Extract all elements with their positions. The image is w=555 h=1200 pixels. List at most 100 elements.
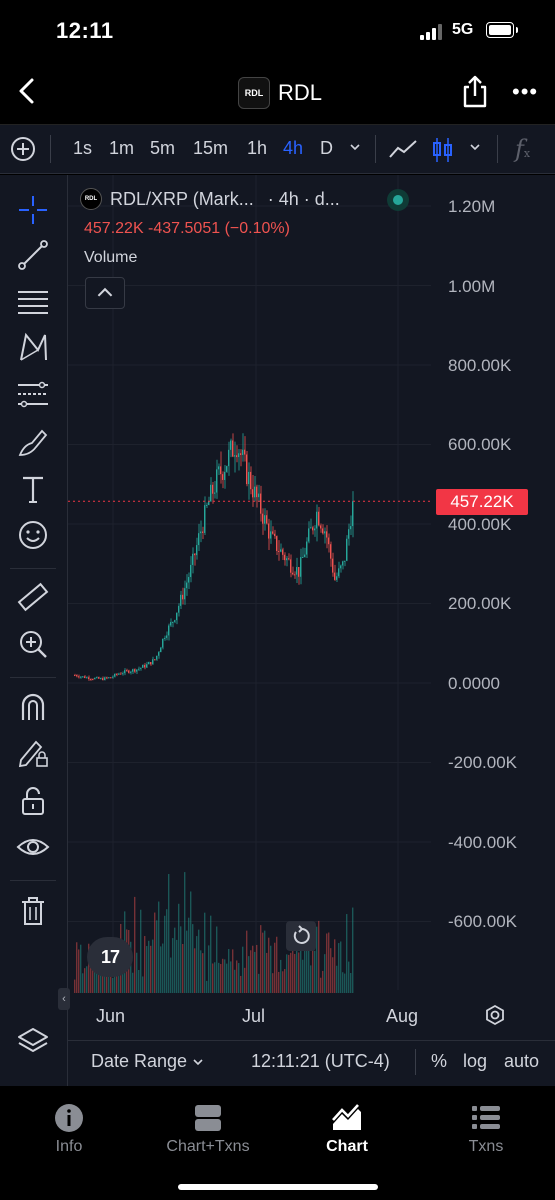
back-icon[interactable] xyxy=(14,76,40,106)
crosshair-icon[interactable] xyxy=(16,193,50,227)
interval-1m[interactable]: 1m xyxy=(109,138,135,158)
candle-body xyxy=(174,620,176,622)
trend-line-icon[interactable] xyxy=(16,238,50,272)
candle-body xyxy=(84,676,86,678)
interval-4h[interactable]: 4h xyxy=(283,138,304,158)
candle-body xyxy=(202,531,204,533)
candle-body xyxy=(224,471,226,480)
ruler-icon[interactable] xyxy=(16,580,50,614)
candle-body xyxy=(274,533,276,537)
candle-body xyxy=(312,527,314,531)
candle-body xyxy=(152,659,154,665)
candle-body xyxy=(298,567,300,577)
volume-bar xyxy=(298,952,300,993)
fib-lines-icon[interactable] xyxy=(16,284,50,318)
symbol-legend[interactable]: RDL RDL/XRP (Mark... · 4h · d... xyxy=(80,188,340,210)
volume-bar xyxy=(266,952,268,993)
chevron-down-icon[interactable] xyxy=(350,142,360,152)
candle-body xyxy=(96,677,98,679)
candles-icon[interactable] xyxy=(432,137,454,163)
candle-body xyxy=(234,455,236,457)
volume-bar xyxy=(250,950,252,993)
tradingview-logo[interactable]: 17 xyxy=(87,937,133,977)
candle-body xyxy=(106,677,108,679)
volume-bar xyxy=(194,948,196,993)
y-axis-label: 1.00M xyxy=(448,277,496,296)
nav-item-chart[interactable]: Chart xyxy=(287,1102,407,1156)
volume-bar xyxy=(294,953,296,993)
text-icon[interactable] xyxy=(16,472,50,506)
volume-bar xyxy=(270,945,272,993)
volume-label[interactable]: Volume xyxy=(84,249,138,266)
candle-body xyxy=(248,471,250,485)
volume-bar xyxy=(258,973,260,993)
volume-bar xyxy=(152,939,154,993)
layers-icon[interactable] xyxy=(16,1025,50,1059)
eye-icon[interactable] xyxy=(16,831,50,865)
hide-toolbar-button[interactable]: ‹ xyxy=(58,988,70,1010)
line-chart-icon[interactable] xyxy=(388,138,418,160)
date-range-button[interactable]: Date Range xyxy=(91,1051,204,1072)
interval-5m[interactable]: 5m xyxy=(150,138,176,158)
volume-bar xyxy=(254,951,256,993)
interval-1s[interactable]: 1s xyxy=(73,138,93,158)
chart-canvas[interactable] xyxy=(68,175,555,1040)
volume-bar xyxy=(190,891,192,993)
interval-15m[interactable]: 15m xyxy=(193,138,229,158)
volume-bar xyxy=(278,971,280,993)
volume-bar xyxy=(166,909,168,993)
nav-item-info[interactable]: Info xyxy=(9,1102,129,1156)
candle-body xyxy=(170,622,172,626)
interval-1h[interactable]: 1h xyxy=(247,138,268,158)
candle-body xyxy=(340,565,342,569)
volume-bar xyxy=(282,971,284,993)
volume-bar xyxy=(242,946,244,993)
zoom-in-icon[interactable] xyxy=(16,627,50,661)
battery-icon xyxy=(486,22,518,38)
y-axis-label: 800.00K xyxy=(448,356,512,375)
candle-body xyxy=(142,665,144,668)
volume-bar xyxy=(330,948,332,993)
volume-bar xyxy=(348,961,350,993)
candle-body xyxy=(104,677,106,681)
nav-item-txns[interactable]: Txns xyxy=(426,1102,546,1156)
auto-toggle[interactable]: auto xyxy=(504,1051,540,1071)
interval-d[interactable]: D xyxy=(320,138,333,158)
candle-body xyxy=(114,673,116,677)
volume-bar xyxy=(284,969,286,993)
volume-bar xyxy=(240,975,242,993)
pattern-icon[interactable] xyxy=(16,330,50,364)
volume-bar xyxy=(198,929,200,993)
symbol-interval: · 4h · d... xyxy=(267,188,340,209)
volume-bar xyxy=(86,966,88,993)
collapse-legend-button[interactable] xyxy=(85,277,125,309)
candle-body xyxy=(134,669,136,672)
indicators-icon[interactable]: fx xyxy=(515,135,531,163)
log-toggle[interactable]: log xyxy=(463,1051,488,1071)
volume-bar xyxy=(292,948,294,993)
price-chart[interactable] xyxy=(68,175,555,1040)
candle-body xyxy=(164,637,166,639)
more-options-icon[interactable]: ••• xyxy=(512,79,539,104)
market-status-icon xyxy=(387,189,409,211)
timezone-clock[interactable]: 12:11:21 (UTC-4) xyxy=(251,1051,390,1071)
add-symbol-icon[interactable] xyxy=(11,137,35,161)
percent-toggle[interactable]: % xyxy=(431,1051,448,1071)
candle-body xyxy=(264,515,266,524)
unlock-icon[interactable] xyxy=(16,784,50,818)
lock-drawing-icon[interactable] xyxy=(16,736,50,770)
candle-body xyxy=(310,527,312,529)
trash-icon[interactable] xyxy=(16,894,50,928)
nav-item-chart-txns[interactable]: Chart+Txns xyxy=(148,1102,268,1156)
share-icon[interactable] xyxy=(462,74,488,108)
settings-icon[interactable] xyxy=(484,1004,506,1026)
brush-icon[interactable] xyxy=(16,425,50,459)
volume-bar xyxy=(238,963,240,993)
candle-body xyxy=(216,469,218,493)
reset-chart-icon[interactable] xyxy=(286,921,316,951)
chevron-down-icon[interactable] xyxy=(470,142,480,152)
projection-icon[interactable] xyxy=(16,377,50,411)
emoji-icon[interactable] xyxy=(16,518,50,552)
magnet-icon[interactable] xyxy=(16,690,50,724)
candle-body xyxy=(186,582,188,589)
